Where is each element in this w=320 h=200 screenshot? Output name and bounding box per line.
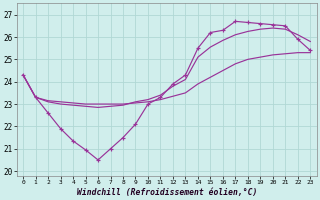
X-axis label: Windchill (Refroidissement éolien,°C): Windchill (Refroidissement éolien,°C) — [76, 188, 257, 197]
